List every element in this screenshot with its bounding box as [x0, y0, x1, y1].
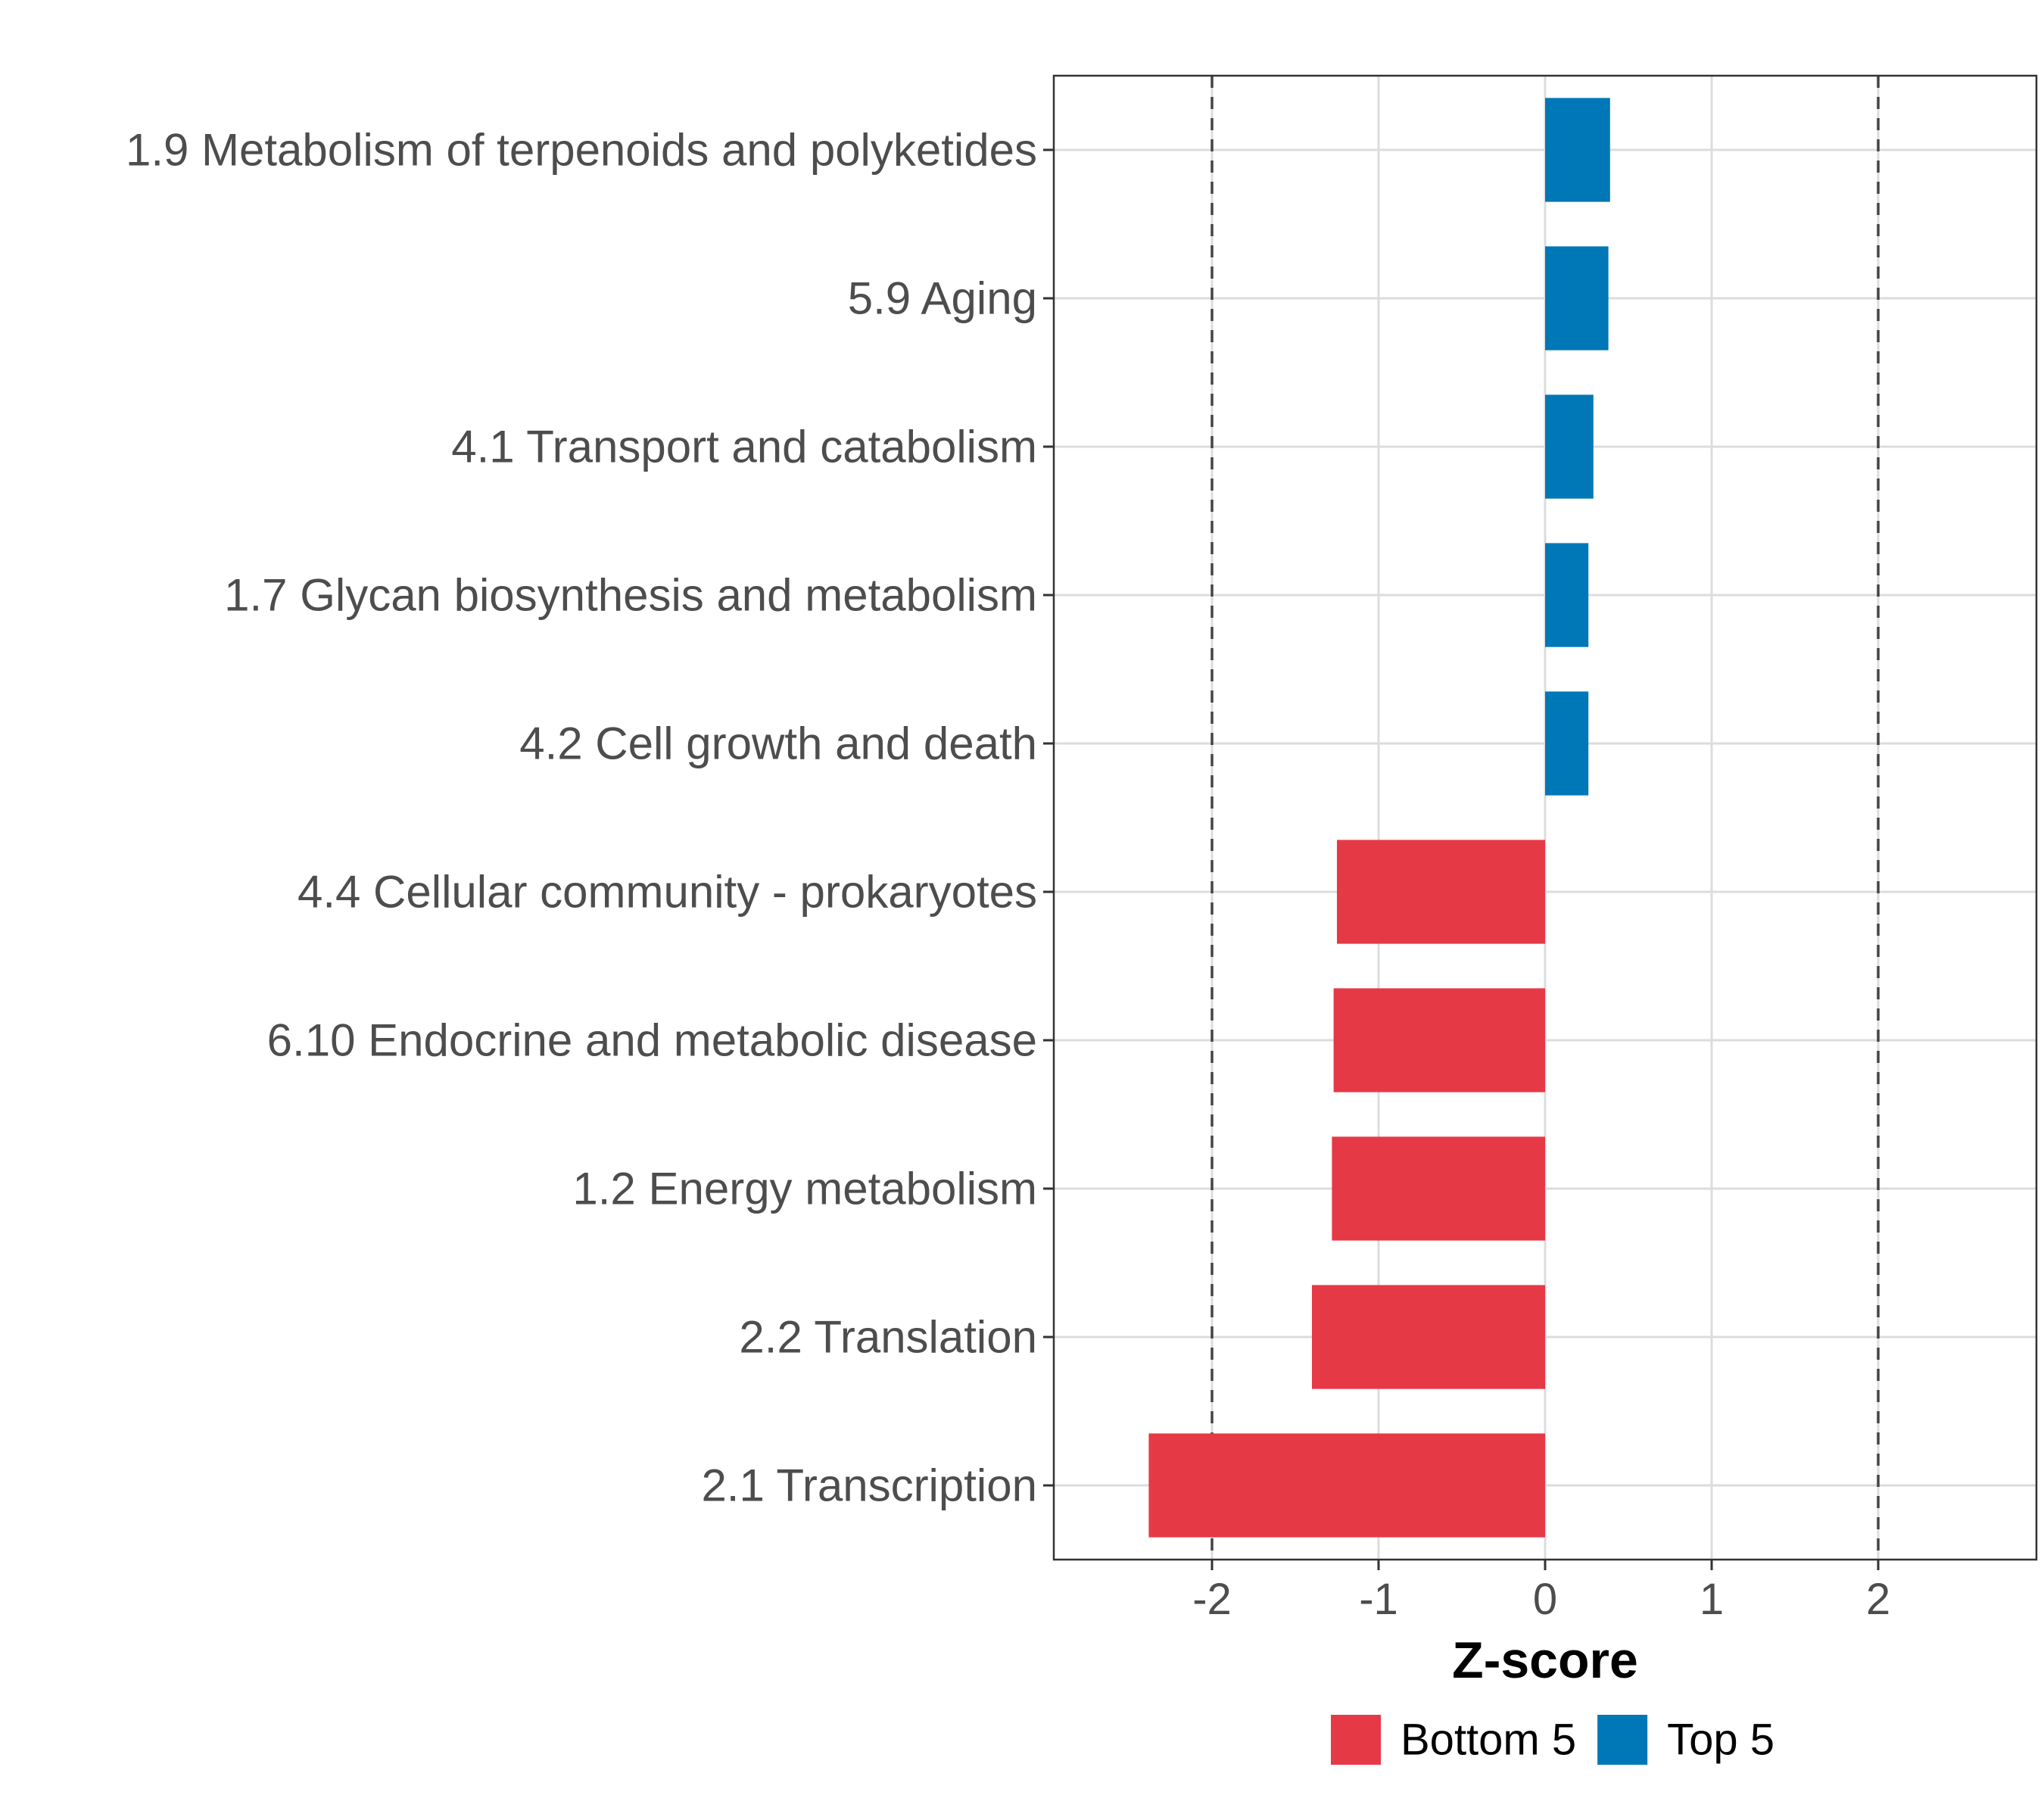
bar — [1545, 98, 1610, 202]
bar — [1545, 543, 1589, 647]
bar — [1545, 246, 1609, 351]
y-tick-label: 1.7 Glycan biosynthesis and metabolism — [224, 570, 1037, 621]
bar — [1333, 988, 1545, 1092]
legend-swatch — [1331, 1715, 1381, 1765]
y-tick-label: 4.4 Cellular community - prokaryotes — [298, 867, 1037, 918]
bar — [1332, 1136, 1545, 1241]
x-tick-label: -2 — [1192, 1575, 1232, 1624]
reference-lines — [1211, 76, 1880, 1560]
y-axis: 1.9 Metabolism of terpenoids and polyket… — [126, 125, 1054, 1511]
x-axis: -2 -1 0 1 2 — [1192, 1560, 1890, 1624]
y-tick-label: 2.1 Transcription — [701, 1460, 1037, 1511]
bar — [1545, 691, 1589, 796]
y-tick-label: 1.9 Metabolism of terpenoids and polyket… — [126, 125, 1037, 176]
x-axis-title: Z-score — [1452, 1632, 1638, 1689]
x-tick-label: 1 — [1700, 1575, 1724, 1624]
x-tick-label: 2 — [1866, 1575, 1890, 1624]
legend-label: Bottom 5 — [1401, 1716, 1576, 1765]
y-tick-label: 1.2 Energy metabolism — [572, 1164, 1037, 1214]
y-tick-label: 5.9 Aging — [848, 273, 1037, 324]
y-tick-label: 4.2 Cell growth and death — [519, 718, 1037, 769]
legend-swatch — [1597, 1715, 1648, 1765]
y-tick-label: 4.1 Transport and catabolism — [451, 422, 1037, 472]
bars — [1148, 98, 1610, 1538]
x-tick-label: 0 — [1533, 1575, 1557, 1624]
bar — [1148, 1433, 1545, 1538]
legend: Bottom 5 Top 5 — [1331, 1715, 1774, 1765]
bar — [1545, 394, 1594, 499]
bar — [1312, 1285, 1545, 1389]
y-tick-label: 6.10 Endocrine and metabolic disease — [267, 1015, 1037, 1066]
x-tick-label: -1 — [1359, 1575, 1398, 1624]
bar — [1337, 840, 1545, 944]
y-tick-label: 2.2 Translation — [739, 1312, 1037, 1363]
legend-label: Top 5 — [1667, 1716, 1774, 1765]
